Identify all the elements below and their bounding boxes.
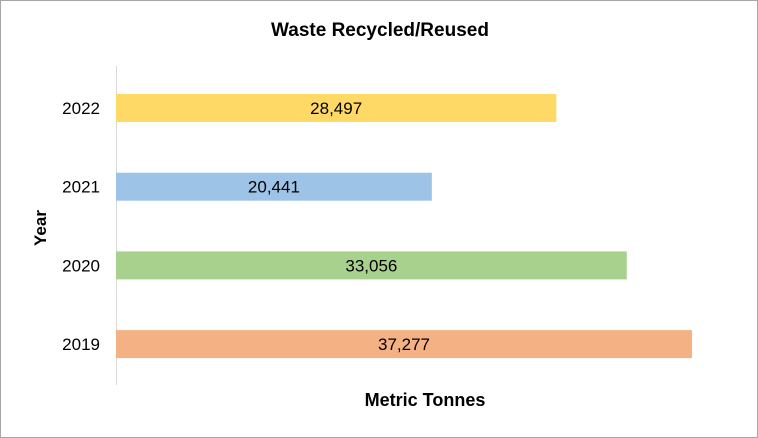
y-tick-label-2019: 2019 <box>62 335 100 354</box>
chart-title: Waste Recycled/Reused <box>271 20 489 41</box>
data-label-2022: 28,497 <box>310 99 362 118</box>
bar-2021 <box>116 172 432 201</box>
y-tick-label-2021: 2021 <box>62 178 100 197</box>
y-tick-label-2022: 2022 <box>62 99 100 118</box>
data-label-2021: 20,441 <box>248 178 300 197</box>
y-tick-label-2020: 2020 <box>62 256 100 275</box>
bar-2020 <box>116 251 627 280</box>
bar-2022 <box>116 94 557 122</box>
bar-2019 <box>116 330 692 359</box>
data-label-2020: 33,056 <box>345 256 397 275</box>
bars: 28,497 2022 20,441 2021 33,056 2020 37,277 2019 <box>62 94 692 359</box>
data-label-2019: 37,277 <box>378 335 430 354</box>
x-axis-label: Metric Tonnes <box>364 390 486 410</box>
